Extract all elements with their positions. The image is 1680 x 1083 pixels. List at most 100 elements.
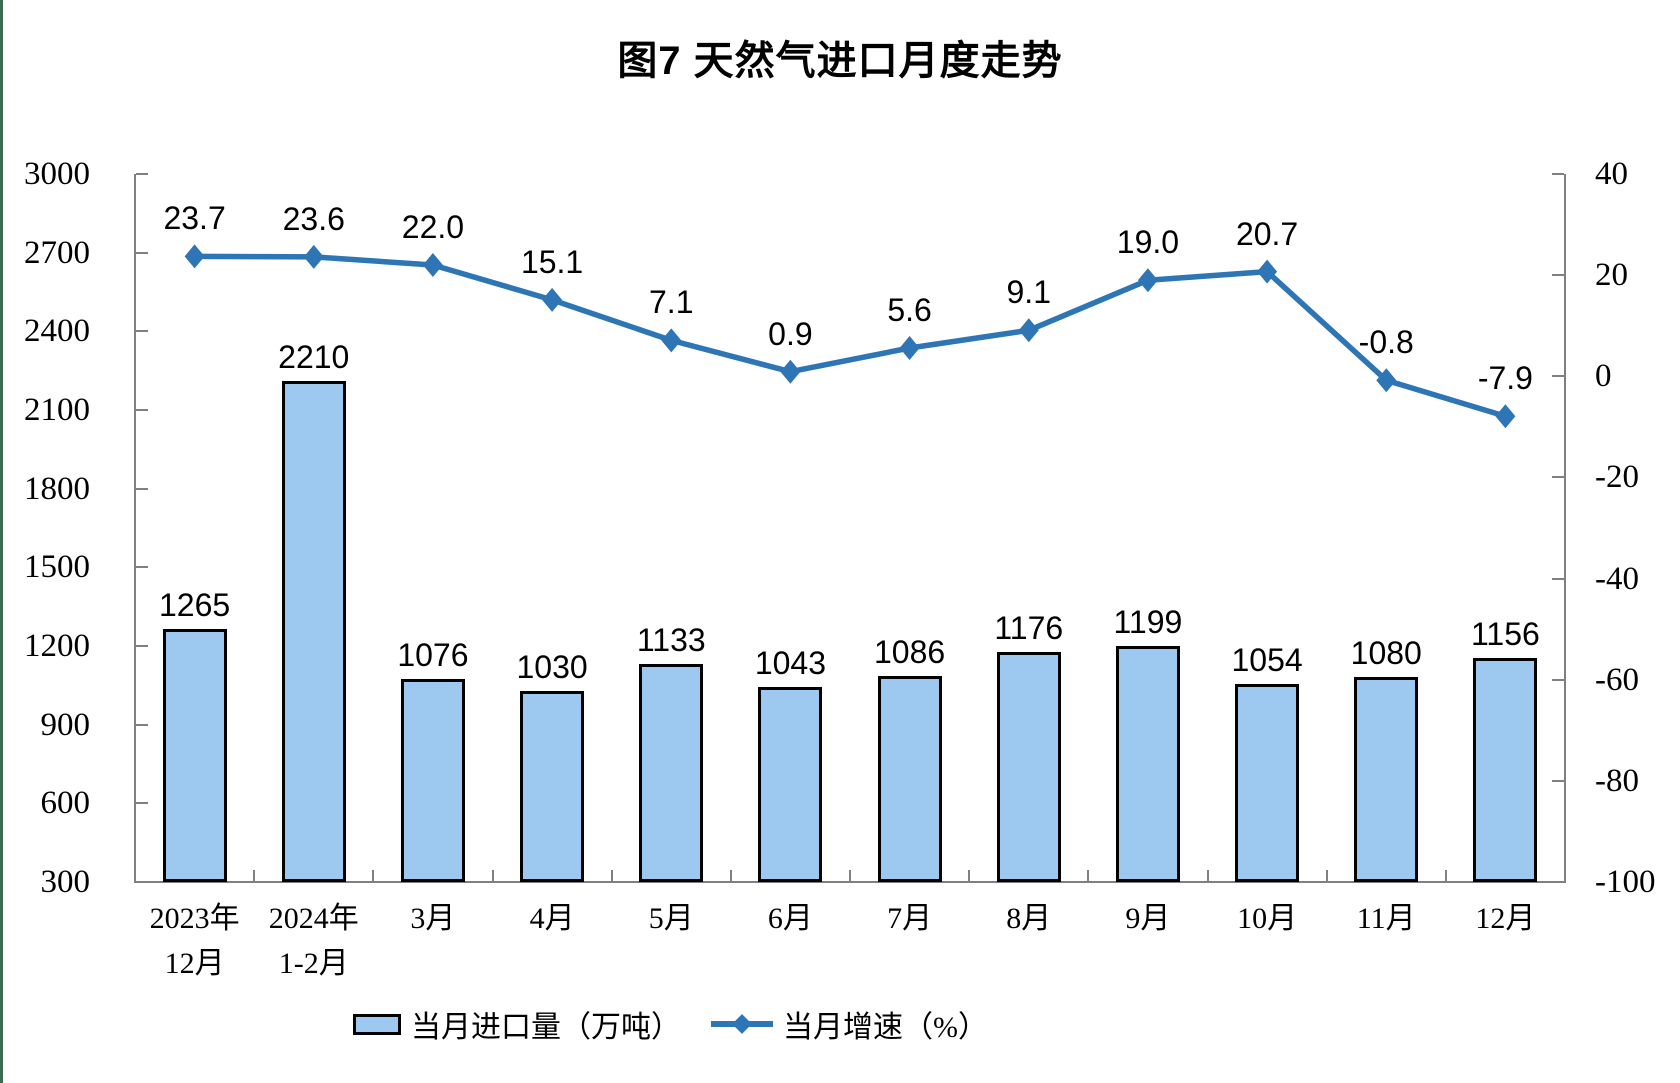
bar-value-label: 1030 [516, 648, 588, 685]
line-marker-diamond-icon [542, 287, 563, 312]
left-axis-tick-label: 900 [40, 706, 91, 743]
left-axis-tick [136, 173, 148, 175]
line-value-label: 23.6 [282, 200, 345, 237]
right-axis-tick [1552, 779, 1564, 782]
bar [162, 628, 227, 882]
bar-value-label: 1199 [1113, 604, 1183, 641]
line-value-label: 5.6 [887, 291, 932, 328]
x-axis-category-label: 7月 [887, 902, 933, 935]
legend-item-growth: 当月增速（%） [711, 1004, 988, 1044]
x-axis-tick [729, 870, 732, 882]
line-marker-diamond-icon [422, 253, 443, 277]
bar-value-label: 1054 [1231, 642, 1303, 679]
line-marker-diamond-icon [661, 328, 682, 353]
left-axis-tick-label: 2100 [24, 392, 90, 428]
x-axis-tick [253, 870, 256, 882]
line-marker-diamond-icon [1018, 318, 1039, 343]
right-axis-tick [1552, 881, 1564, 883]
x-axis-tick [849, 870, 851, 882]
right-axis-tick-label: -100 [1595, 864, 1656, 900]
bar [1235, 684, 1300, 882]
right-axis-tick [1552, 173, 1564, 175]
right-axis-tick [1552, 678, 1564, 681]
plot-area: 1265 2210 1076 1030 1133 1043 1086 1176 1199 1054… [134, 173, 1566, 883]
line-value-label: 7.1 [649, 284, 694, 321]
bar-value-label: 1133 [636, 621, 706, 658]
line-value-label: 0.9 [768, 315, 813, 352]
bar-value-label: 2210 [278, 339, 350, 376]
bar [281, 381, 346, 882]
bar [1473, 657, 1538, 882]
x-axis-category-label: 8月 [1006, 902, 1052, 935]
bar-value-label: 1080 [1350, 635, 1422, 672]
line-value-label: 22.0 [401, 209, 465, 246]
left-axis-tick [136, 409, 148, 411]
x-axis-category-label: 2024年 1-2月 [268, 902, 359, 980]
bar [877, 675, 942, 882]
right-axis-tick [1552, 274, 1564, 277]
x-axis-line [134, 881, 1566, 883]
x-axis-tick [134, 870, 136, 882]
line-marker-diamond-icon [1495, 404, 1516, 429]
line-marker-diamond-icon [184, 244, 205, 269]
line-value-label: -7.9 [1477, 360, 1533, 397]
right-axis-tick-label: 0 [1595, 358, 1612, 395]
growth-line-svg [184, 244, 1516, 429]
right-axis-tick-label: 20 [1595, 257, 1628, 294]
left-axis-tick [136, 645, 148, 647]
line-marker-diamond-icon [780, 359, 801, 384]
left-axis-tick-label: 600 [40, 785, 91, 822]
bar [1354, 677, 1419, 882]
x-axis-tick [1206, 870, 1209, 882]
bar [520, 690, 585, 882]
line-marker-diamond-icon [303, 244, 324, 269]
right-axis-tick-label: -20 [1595, 459, 1639, 496]
line-marker-diamond-icon [1376, 368, 1397, 393]
x-axis-tick [372, 870, 375, 882]
right-axis-tick-label: -40 [1595, 560, 1639, 597]
left-axis-tick-label: 1500 [24, 549, 90, 586]
left-axis-tick-label: 300 [40, 864, 91, 900]
bar [400, 678, 465, 882]
legend-item-imports: 当月进口量（万吨） [353, 1004, 681, 1044]
chart-title: 图7 天然气进口月度走势 [617, 39, 1063, 83]
left-axis-tick-label: 1800 [24, 470, 90, 507]
line-marker-diamond-icon [1257, 259, 1278, 284]
right-axis-line [1564, 174, 1566, 882]
growth-line [194, 253, 1507, 419]
right-axis-tick-label: -60 [1595, 661, 1639, 698]
legend-bar-swatch-icon [353, 1013, 401, 1035]
bar-value-label: 1176 [994, 610, 1064, 647]
line-value-label: 19.0 [1116, 224, 1180, 261]
legend-line-swatch-icon [711, 1011, 773, 1037]
left-axis-tick [136, 566, 148, 569]
x-axis-category-label: 12月 [1475, 902, 1536, 935]
line-marker-diamond-icon [899, 336, 920, 360]
bar-value-label: 1076 [397, 636, 469, 673]
x-axis-tick [1087, 870, 1090, 882]
x-axis-tick [491, 870, 494, 882]
x-axis-tick [1444, 870, 1447, 882]
line-marker-diamond-icon [1137, 268, 1158, 293]
right-axis-tick [1552, 476, 1564, 479]
left-axis-tick [136, 487, 148, 490]
bar-value-label: 1265 [159, 586, 231, 623]
right-axis-tick [1552, 375, 1564, 378]
right-axis-tick [1552, 577, 1564, 580]
bar-value-label: 1156 [1471, 615, 1540, 652]
bar-value-label: 1043 [754, 645, 826, 682]
left-axis-tick [136, 802, 148, 805]
line-value-label: 9.1 [1006, 274, 1051, 311]
x-axis-tick [1564, 870, 1566, 882]
legend-bar-label: 当月进口量（万吨） [411, 1011, 681, 1044]
x-axis-category-label: 10月 [1237, 902, 1298, 935]
left-axis-tick [136, 330, 148, 333]
legend-diamond-icon [732, 1014, 752, 1034]
x-axis-category-label: 3月 [410, 902, 456, 935]
x-axis-tick [1325, 870, 1328, 882]
line-value-label: 20.7 [1235, 215, 1299, 252]
right-axis-tick-label: -80 [1595, 762, 1639, 799]
x-axis-category-label: 9月 [1125, 902, 1171, 935]
line-value-label: 23.7 [163, 200, 226, 237]
